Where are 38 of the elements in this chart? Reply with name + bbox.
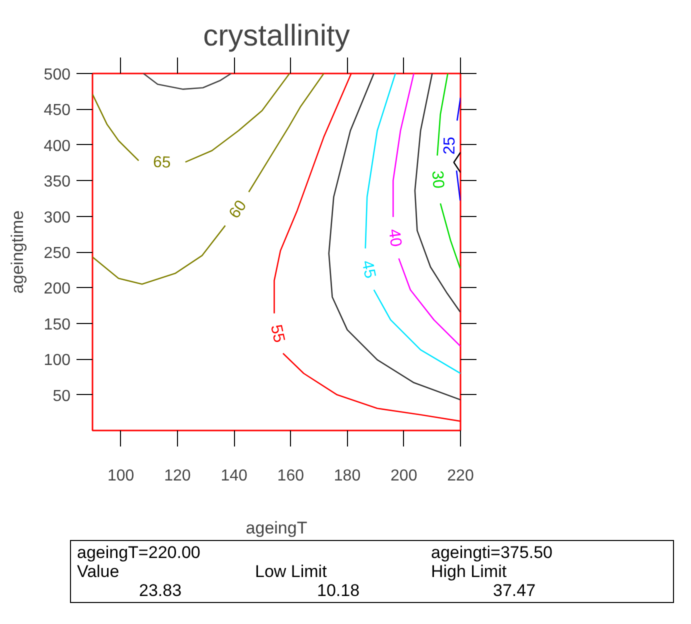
text: 60 [226,197,250,222]
y-tick-label: 200 [44,280,71,298]
y-tick-label: 300 [44,209,71,226]
y-tick-label: 150 [44,316,71,334]
series-label: 65 [152,154,172,172]
text: 55 [266,323,288,344]
y-tick-label: 450 [44,102,71,120]
x-axis-title: ageingT [246,518,308,538]
x-tick-label: 180 [334,468,361,484]
chart-title: crystallinity [203,20,350,52]
x-tick-label: 220 [447,468,474,484]
line-series [142,74,232,90]
y-tick-label: 100 [44,352,71,370]
text: Low Limit [255,562,328,581]
y-tick-label: 50 [52,388,71,405]
text: ageingT=220.00 [77,543,202,562]
text: 23.83 [138,581,183,600]
x-tick-label: 160 [277,468,304,484]
text: 37.47 [492,581,537,600]
text: 10.18 [316,581,361,600]
line-series [414,74,460,313]
text: 45 [358,259,378,280]
text: 25 [441,136,459,155]
x-tick-label: 120 [164,468,191,484]
text: ageingti=375.50 [431,543,554,562]
x-tick-label: 140 [220,468,248,484]
y-tick-label: 400 [44,138,71,155]
y-tick-label: 500 [44,66,71,84]
text: 30 [428,170,446,190]
x-tick-label: 200 [390,468,418,484]
text: Value [77,562,120,581]
y-tick-label: 250 [44,245,71,262]
text: High Limit [431,562,508,581]
x-tick-label: 100 [107,468,134,484]
y-axis-title: ageingtime [8,210,27,294]
line-series [328,74,460,400]
text: 40 [384,228,404,248]
y-tick-label: 350 [44,174,71,191]
